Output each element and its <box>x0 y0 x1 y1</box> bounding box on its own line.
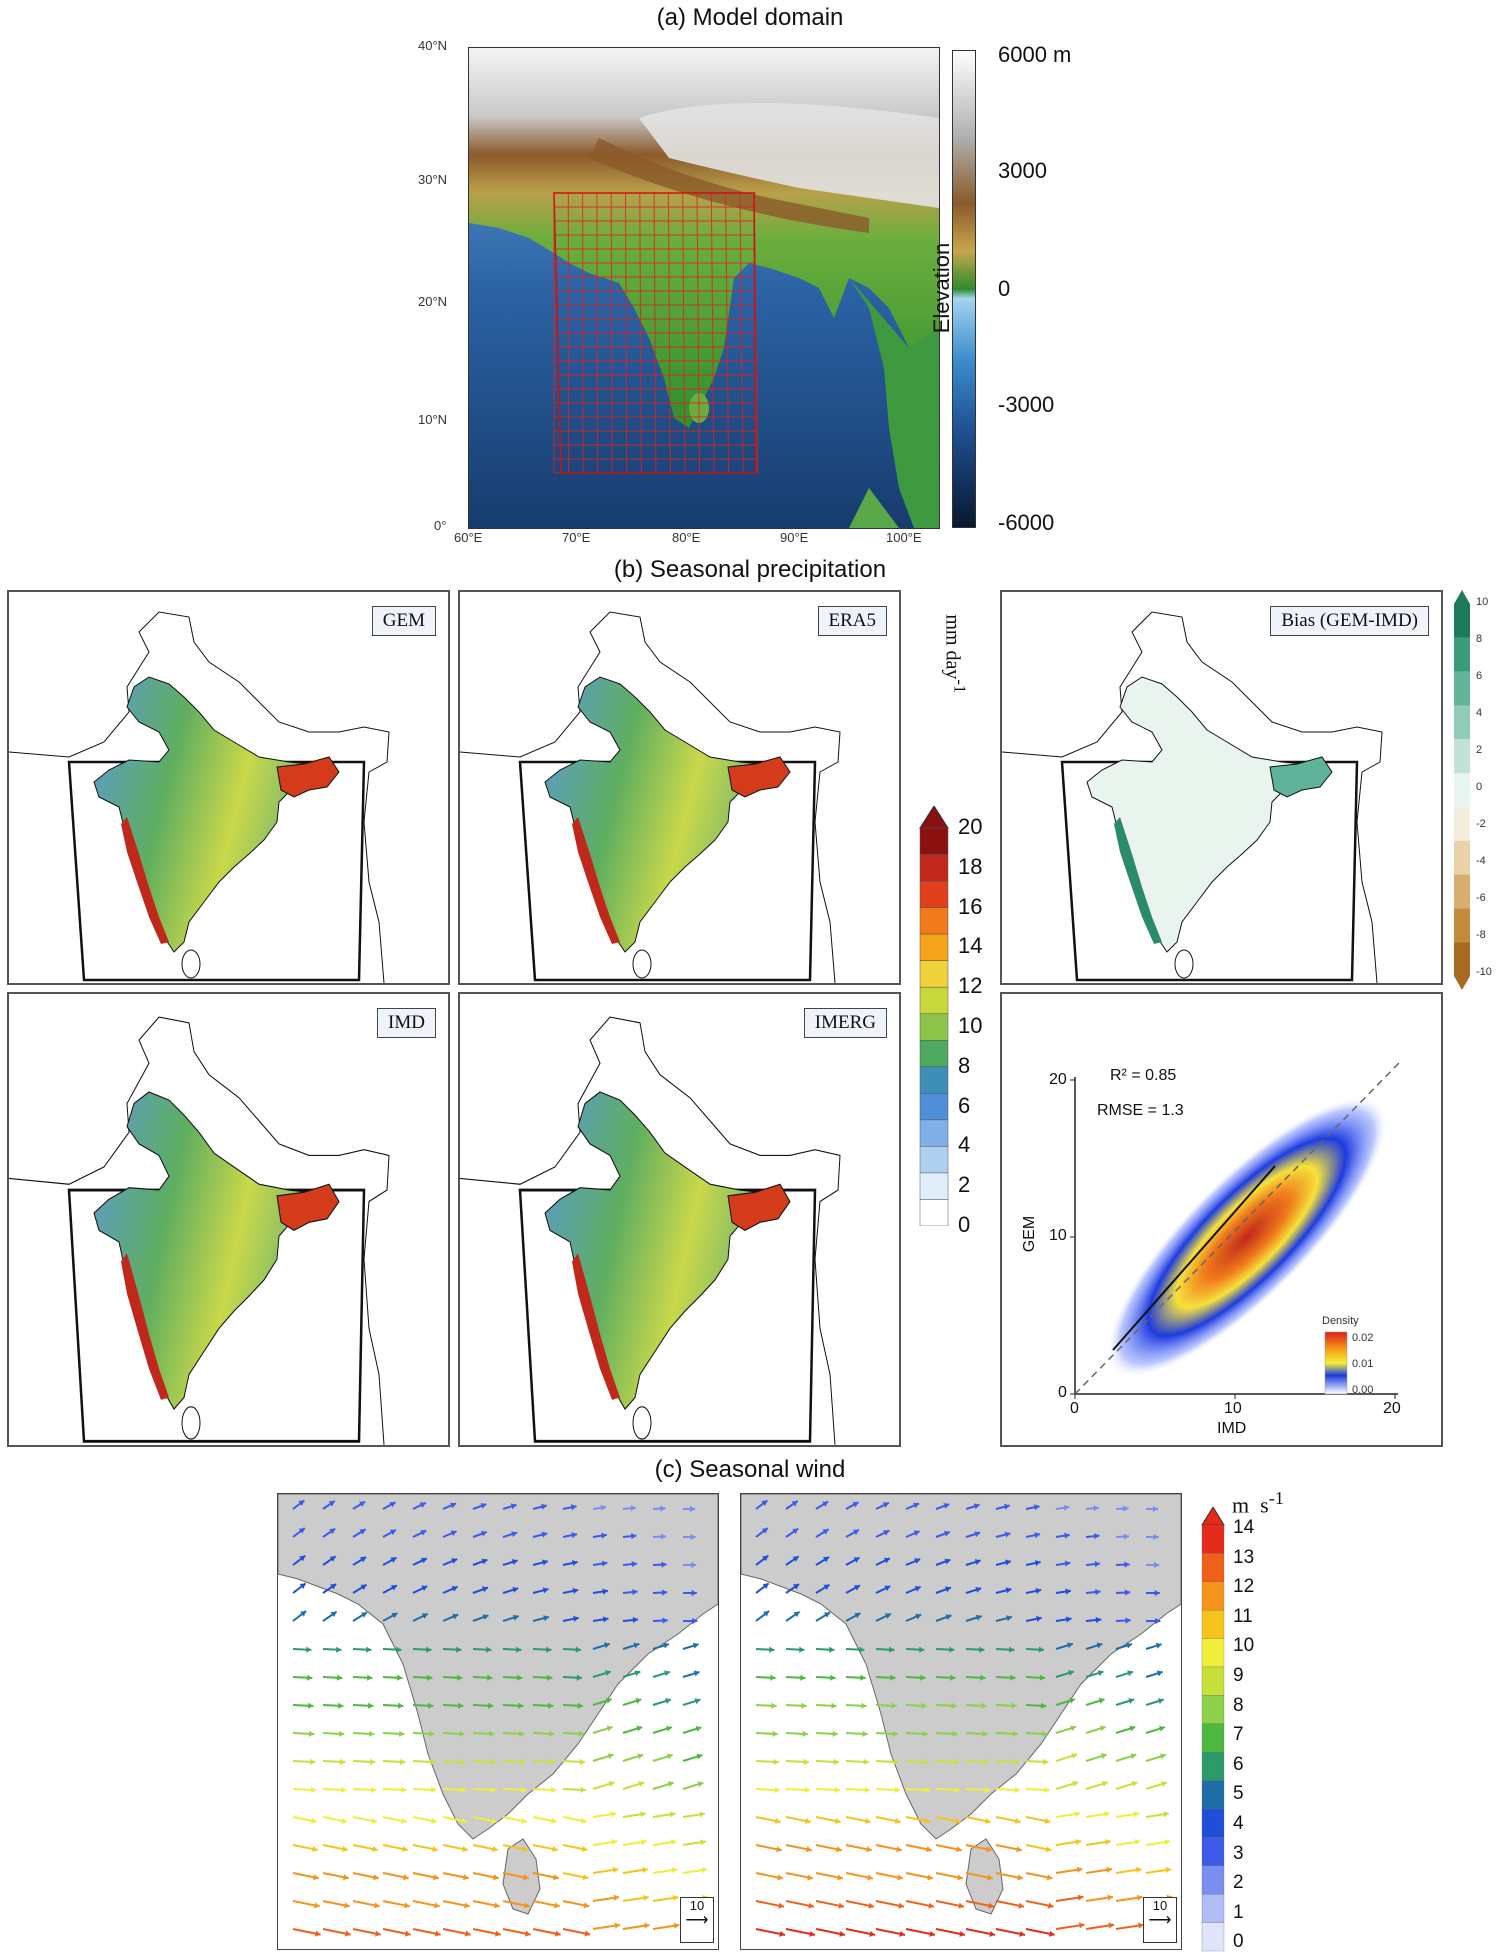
bias-tick: 4 <box>1476 707 1483 719</box>
lon-tick-80: 80°E <box>672 530 701 545</box>
density-legend-title: Density <box>1322 1315 1359 1327</box>
ref-vector-label-right: 10 <box>1152 1898 1168 1913</box>
lon-tick-90: 90°E <box>780 530 809 545</box>
wind-tick: 9 <box>1233 1665 1244 1686</box>
bias-tick: -8 <box>1476 929 1486 941</box>
precip-tick: 10 <box>958 1013 983 1038</box>
lat-tick-20: 20°N <box>418 294 448 309</box>
bias-tick: 8 <box>1476 633 1483 645</box>
bias-tick: 0 <box>1476 781 1483 793</box>
wind-tick: 1 <box>1233 1901 1244 1923</box>
wind-tick: 8 <box>1233 1694 1244 1716</box>
bias-tick: -10 <box>1476 966 1492 978</box>
wind-tick: 7 <box>1233 1724 1244 1746</box>
map-gem: GEM <box>7 590 450 985</box>
bias-colorbar <box>1454 590 1470 990</box>
wind-tick: 3 <box>1233 1842 1244 1864</box>
wind-map-left: 10 ⟶ <box>277 1493 719 1950</box>
elev-tick-6000: 6000 m <box>998 42 1072 67</box>
scatter-ylabel: GEM <box>1021 1215 1039 1253</box>
precip-colorbar <box>919 806 949 1226</box>
precip-tick: 14 <box>958 933 983 959</box>
wind-tick: 4 <box>1233 1813 1244 1834</box>
elev-tick-m6000: -6000 <box>998 510 1055 535</box>
scatter-ytick-0: 0 <box>1058 1384 1067 1401</box>
density-scatter <box>1070 1061 1401 1399</box>
scatter-xtick-10: 10 <box>1224 1400 1242 1417</box>
lat-tick-0: 0° <box>434 518 447 533</box>
precip-tick: 20 <box>958 814 983 839</box>
elev-tick-3000: 3000 <box>998 158 1047 183</box>
elevation-colorbar-title: Elevation <box>929 242 954 334</box>
ref-vector-label-left: 10 <box>689 1898 705 1913</box>
bias-tick: -4 <box>1476 855 1486 867</box>
precip-tick: 2 <box>958 1172 971 1198</box>
elev-tick-m3000: -3000 <box>998 392 1055 417</box>
lat-tick-30: 30°N <box>418 172 448 187</box>
map-imd: IMD <box>7 992 450 1447</box>
density-tick-002: 0.02 <box>1352 1332 1374 1344</box>
wind-tick: 12 <box>1233 1576 1255 1598</box>
scatter-xtick-0: 0 <box>1070 1400 1079 1417</box>
scatter-rmse: RMSE = 1.3 <box>1097 1102 1184 1119</box>
wind-colorbar <box>1201 1507 1225 1952</box>
map-label-bias: Bias (GEM-IMD) <box>1270 606 1429 636</box>
map-label-imerg: IMERG <box>803 1008 887 1038</box>
panel-b-title: (b) Seasonal precipitation <box>613 556 887 583</box>
precip-tick: 4 <box>958 1132 971 1158</box>
bias-tick: -2 <box>1476 818 1486 830</box>
wind-colorbar-unit: m s-1 <box>1232 1488 1284 1518</box>
wind-tick: 5 <box>1233 1783 1244 1805</box>
ref-arrow-right-icon: ⟶ <box>1148 1912 1172 1929</box>
precip-tick: 12 <box>958 973 983 999</box>
scatter-r2: R² = 0.85 <box>1110 1067 1177 1084</box>
elev-tick-0: 0 <box>998 276 1011 301</box>
bias-tick: -6 <box>1476 892 1486 904</box>
precip-colorbar-unit: mm day-1 <box>941 614 970 694</box>
lat-tick-10: 10°N <box>418 412 448 427</box>
ref-arrow-left-icon: ⟶ <box>685 1912 709 1929</box>
wind-tick: 11 <box>1233 1605 1253 1627</box>
elevation-colorbar <box>952 50 976 528</box>
scatter-ytick-10: 10 <box>1049 1227 1067 1244</box>
precip-tick: 18 <box>958 853 983 879</box>
scatter-ytick-20: 20 <box>1049 1071 1067 1088</box>
wind-tick: 10 <box>1233 1635 1255 1657</box>
lon-tick-70: 70°E <box>562 530 591 545</box>
map-label-imd: IMD <box>377 1008 436 1038</box>
bias-tick: 2 <box>1476 744 1483 756</box>
density-tick-001: 0.01 <box>1352 1358 1374 1370</box>
map-imerg: IMERG <box>458 992 901 1447</box>
ref-vector-right: 10 ⟶ <box>1143 1897 1177 1943</box>
wind-tick: 13 <box>1233 1546 1255 1568</box>
wind-tick: 14 <box>1233 1517 1255 1538</box>
wind-tick: 6 <box>1233 1753 1244 1775</box>
scatter-xtick-20: 20 <box>1383 1400 1401 1417</box>
lon-tick-100: 100°E <box>886 530 922 545</box>
bias-tick: 6 <box>1476 670 1483 682</box>
map-label-era5: ERA5 <box>817 606 887 636</box>
elevation-map <box>468 47 940 529</box>
lat-tick-40: 40°N <box>418 38 448 53</box>
ref-vector-left: 10 ⟶ <box>680 1897 714 1943</box>
precip-tick: 16 <box>958 893 983 919</box>
map-label-gem: GEM <box>371 606 436 636</box>
wind-tick: 2 <box>1233 1872 1244 1894</box>
precip-tick: 6 <box>958 1092 971 1118</box>
precip-tick: 0 <box>958 1212 971 1237</box>
lon-tick-60: 60°E <box>454 530 483 545</box>
panel-a-title: (a) Model domain <box>656 4 844 31</box>
precip-tick: 8 <box>958 1052 971 1078</box>
scatter-xlabel: IMD <box>1217 1420 1247 1437</box>
wind-map-right: 10 ⟶ <box>740 1493 1182 1950</box>
panel-c-title: (c) Seasonal wind <box>654 1456 846 1483</box>
density-tick-000: 0.00 <box>1352 1384 1374 1396</box>
bias-tick: 10 <box>1476 596 1489 608</box>
map-era5: ERA5 <box>458 590 901 985</box>
map-bias: Bias (GEM-IMD) <box>1000 590 1443 985</box>
wind-tick: 0 <box>1233 1931 1244 1953</box>
